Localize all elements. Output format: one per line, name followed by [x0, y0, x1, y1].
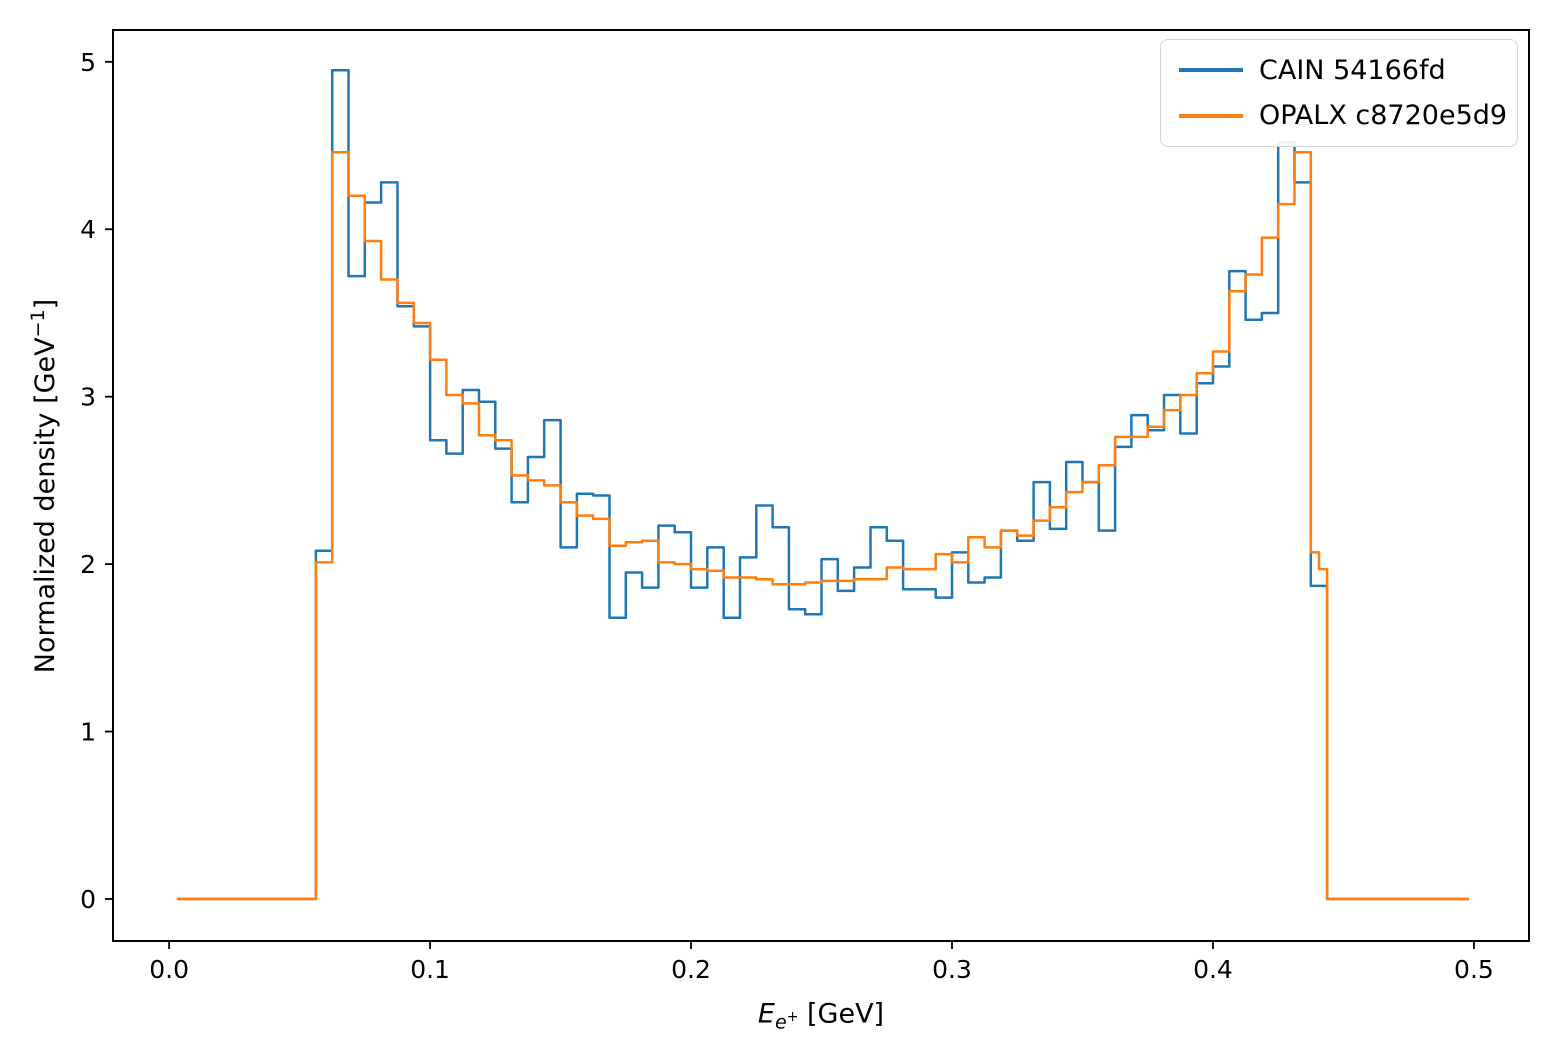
x-axis-label-subscript: e+: [774, 1009, 799, 1034]
x-axis-label-sub-e: e: [774, 1011, 787, 1034]
legend-item-cain: CAIN 54166fd: [1179, 55, 1517, 86]
x-tick-label: 0.2: [671, 955, 711, 984]
y-tick-label: 3: [80, 383, 96, 412]
x-axis-label: Ee+ [GeV]: [758, 998, 884, 1033]
y-tick-label: 1: [80, 718, 96, 747]
x-tick-label: 0.1: [410, 955, 450, 984]
y-axis-label-bracket: ]: [30, 298, 61, 310]
legend-line-sample-cain: [1179, 67, 1243, 73]
legend-line-sample-opalx: [1179, 113, 1243, 119]
x-axis-label-unit: [GeV]: [798, 998, 885, 1030]
legend: CAIN 54166fd OPALX c8720e5d9: [1160, 39, 1518, 147]
histogram-series-0: [176, 68, 1469, 901]
x-tick-label: 0.5: [1454, 955, 1494, 984]
legend-label-opalx: OPALX c8720e5d9: [1259, 100, 1508, 132]
histogram-series-1: [176, 150, 1469, 901]
x-tick-label: 0.0: [149, 955, 189, 984]
legend-item-opalx: OPALX c8720e5d9: [1179, 100, 1517, 131]
legend-label-cain: CAIN 54166fd: [1259, 54, 1446, 86]
y-tick-label: 4: [80, 215, 96, 244]
y-tick-label: 0: [80, 885, 96, 914]
y-axis-label-exponent: −1: [27, 309, 49, 338]
x-axis-label-plus: +: [786, 1009, 799, 1026]
x-tick-label: 0.4: [1193, 955, 1233, 984]
y-axis-label-text: Normalized density [GeV: [30, 337, 61, 674]
axes-spines: [112, 29, 1530, 942]
y-tick-label: 2: [80, 550, 96, 579]
x-tick-label: 0.3: [932, 955, 972, 984]
y-axis-label: Normalized density [GeV−1]: [27, 299, 61, 673]
x-axis-label-symbol: E: [757, 998, 775, 1030]
y-tick-label: 5: [80, 48, 96, 77]
